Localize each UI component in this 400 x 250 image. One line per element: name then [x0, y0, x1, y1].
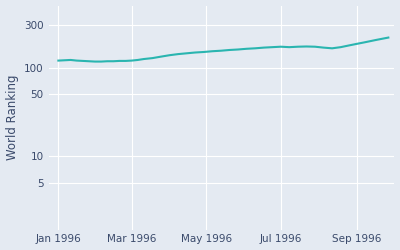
Y-axis label: World Ranking: World Ranking — [6, 75, 18, 160]
